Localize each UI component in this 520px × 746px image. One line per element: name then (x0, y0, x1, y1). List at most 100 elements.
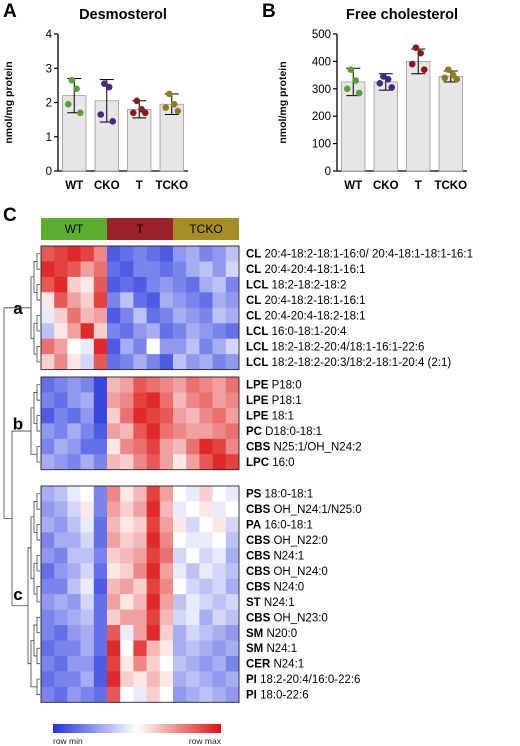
heat-cell (159, 516, 174, 533)
heat-cell (159, 438, 174, 455)
heat-cell (173, 671, 187, 688)
heat-cell (80, 578, 95, 595)
heat-cell (80, 609, 95, 626)
scale-max-label: row max (189, 736, 222, 746)
heat-cell (159, 609, 174, 626)
data-point (343, 85, 351, 93)
data-point (174, 107, 182, 115)
heat-cell (199, 640, 213, 657)
heat-cell (212, 671, 227, 688)
heat-cell (159, 640, 174, 657)
heat-cell (159, 547, 174, 564)
heat-cell (107, 609, 121, 626)
heat-cell (120, 454, 134, 470)
heat-cell (199, 686, 213, 703)
heat-cell (173, 276, 187, 293)
heat-cell (41, 516, 55, 533)
bar-cko (373, 81, 398, 172)
row-label: SM N24:1 (246, 643, 297, 655)
cluster-frame (40, 376, 240, 471)
heat-cell (212, 594, 227, 610)
heat-cell (173, 609, 187, 626)
heat-cell (54, 276, 68, 293)
heat-cell (54, 640, 68, 657)
heat-cell (225, 655, 240, 672)
heat-cell (133, 377, 147, 393)
heat-cell (41, 486, 55, 502)
heat-cell (120, 486, 134, 502)
heat-cell (41, 438, 55, 455)
heat-cell (54, 563, 68, 579)
heat-cell (186, 547, 200, 564)
heat-cell (146, 501, 161, 518)
heat-cell (159, 307, 174, 324)
chart-title: Desmosterol (79, 7, 167, 23)
heat-cell (41, 354, 55, 370)
heat-cell (225, 578, 240, 595)
heat-cell (54, 547, 68, 564)
heat-cell (225, 625, 240, 641)
heat-cell (199, 292, 213, 309)
data-point (162, 104, 170, 111)
group-label: WT (65, 222, 84, 236)
heat-cell (133, 423, 147, 440)
row-label: ST N24:1 (246, 597, 295, 609)
row-label: LCL 18:2-18:2-18:2 (246, 280, 346, 292)
y-tick-label: 400 (312, 56, 331, 68)
heat-cell (80, 307, 95, 324)
heat-cell (80, 292, 95, 309)
heat-cell (93, 671, 108, 688)
data-point (97, 111, 105, 118)
heat-cell (146, 594, 161, 610)
heat-cell (159, 292, 174, 309)
heat-cell (93, 354, 108, 370)
panel-label-a: A (3, 1, 17, 22)
heat-cell (80, 423, 95, 440)
heat-cell (173, 323, 187, 339)
heat-cell (107, 276, 121, 293)
heat-cell (93, 578, 108, 595)
heat-cell (199, 609, 213, 626)
heat-cell (199, 392, 213, 409)
heat-cell (186, 307, 200, 324)
data-point (441, 74, 449, 82)
data-point (412, 44, 420, 51)
heat-cell (54, 516, 68, 533)
heat-cell (107, 438, 121, 455)
heat-cell (199, 547, 213, 564)
dendrogram (3, 253, 40, 695)
heat-cell (120, 407, 134, 424)
heat-cell (173, 354, 187, 370)
heat-cell (186, 609, 200, 626)
heat-cell (107, 423, 121, 440)
heat-cell (120, 307, 134, 324)
x-tick-label: TCKO (155, 180, 188, 192)
heat-cell (80, 547, 95, 564)
heat-cell (146, 377, 161, 393)
y-tick-label: 3 (46, 63, 52, 75)
heat-cell (54, 423, 68, 440)
group-label: TCKO (189, 222, 222, 236)
row-label: CBS N25:1/OH_N24:2 (246, 442, 362, 454)
heat-cell (41, 392, 55, 409)
heat-cell (120, 625, 134, 641)
cluster-frame (40, 245, 240, 371)
y-tick-label: 1 (46, 132, 52, 144)
heat-cell (133, 563, 147, 579)
heat-cell (173, 246, 187, 262)
dendrogram-branch (36, 253, 40, 270)
row-label: CER N24:1 (246, 659, 304, 671)
heat-cell (120, 392, 134, 409)
heat-cell (199, 246, 213, 262)
row-label: CL 20:4-20:4-18:1-16:1 (246, 264, 366, 276)
heat-cell (159, 655, 174, 672)
dendrogram-branch (33, 501, 37, 533)
row-label: CBS OH_N22:0 (246, 535, 328, 547)
heat-cell (107, 594, 121, 610)
row-label: PS 18:0-18:1 (246, 489, 313, 501)
heat-cell (173, 407, 187, 424)
heat-cell (54, 686, 68, 703)
heat-cell (225, 671, 240, 688)
heat-cell (186, 423, 200, 440)
heat-cell (133, 501, 147, 518)
